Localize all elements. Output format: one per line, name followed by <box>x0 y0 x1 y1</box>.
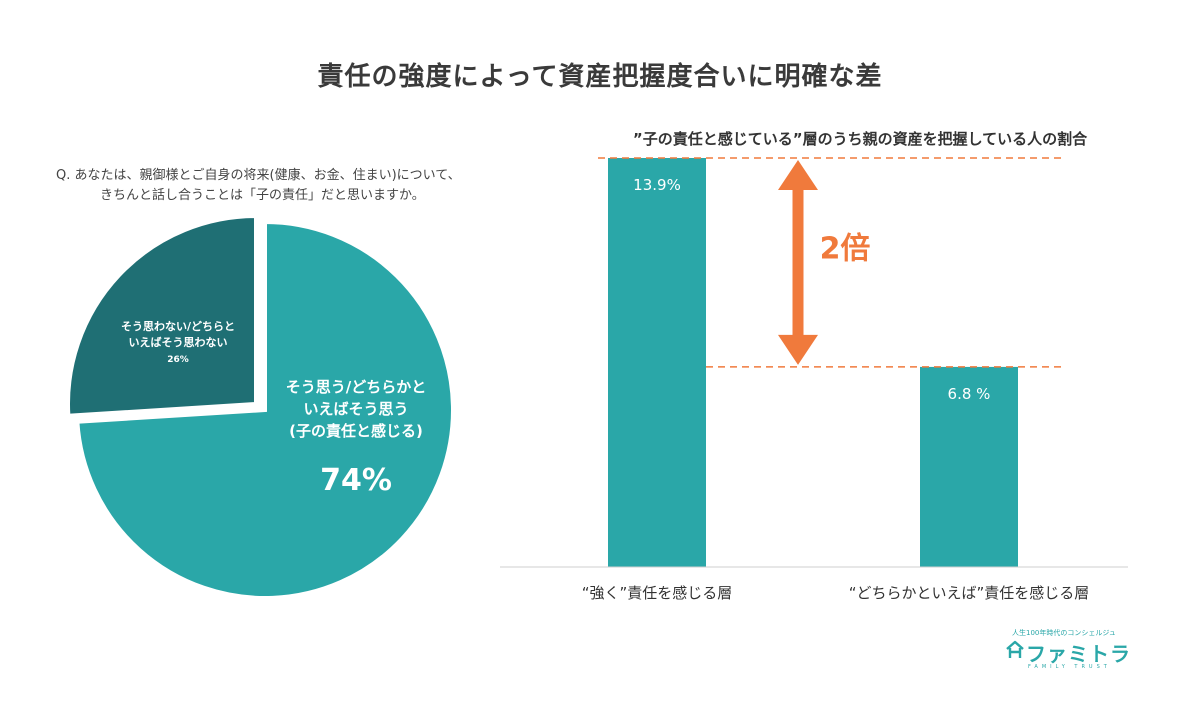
pie-slice-2-value: 26% <box>167 355 189 365</box>
double-arrow-icon <box>778 160 818 365</box>
pie-slice-1-label-line: いえばそう思う <box>303 400 408 418</box>
logo-tagline: 人生100年時代のコンシェルジュ <box>1012 629 1116 637</box>
ratio-annotation: 2倍 <box>820 231 871 266</box>
bar-1-value-label: 13.9% <box>633 176 681 194</box>
logo-subtitle: FAMILY TRUST <box>1028 664 1111 670</box>
pie-slice-2-label-line: そう思わない/どちらと <box>121 320 235 333</box>
bar-1 <box>608 158 706 567</box>
bar-chart-title: ”子の責任と感じている”層のうち親の資産を把握している人の割合 <box>633 130 1088 148</box>
pie-slice-1-value: 74% <box>320 463 392 498</box>
bar-2-value-label: 6.8 % <box>948 385 991 403</box>
bar-1-category-label: “強く”責任を感じる層 <box>582 584 733 602</box>
pie-slice-1-label-line: (子の責任と感じる) <box>289 422 423 440</box>
pie-slice-2-label-line: いえばそう思わない <box>129 335 228 349</box>
question-line-1: Q. あなたは、親御様とご自身の将来(健康、お金、住まい)について、 <box>56 168 461 183</box>
bar-2 <box>920 366 1018 567</box>
pie-slice-1-label-line: そう思う/どちらかと <box>286 378 426 396</box>
bar-2-category-label: “どちらかといえば”責任を感じる層 <box>849 584 1090 602</box>
chart-title: 責任の強度によって資産把握度合いに明確な差 <box>317 62 883 92</box>
logo-name: ファミトラ <box>1026 642 1131 666</box>
pie-slice-1 <box>75 219 455 600</box>
pie-slice-2 <box>66 213 258 418</box>
house-icon <box>1006 640 1024 658</box>
question-line-2: きちんと話し合うことは「子の責任」だと思いますか。 <box>100 188 425 203</box>
famitra-logo: 人生100年時代のコンシェルジュ ファミトラ FAMILY TRUST <box>1006 628 1166 678</box>
survey-question: Q. あなたは、親御様とご自身の将来(健康、お金、住まい)について、 きちんと話… <box>56 166 526 206</box>
